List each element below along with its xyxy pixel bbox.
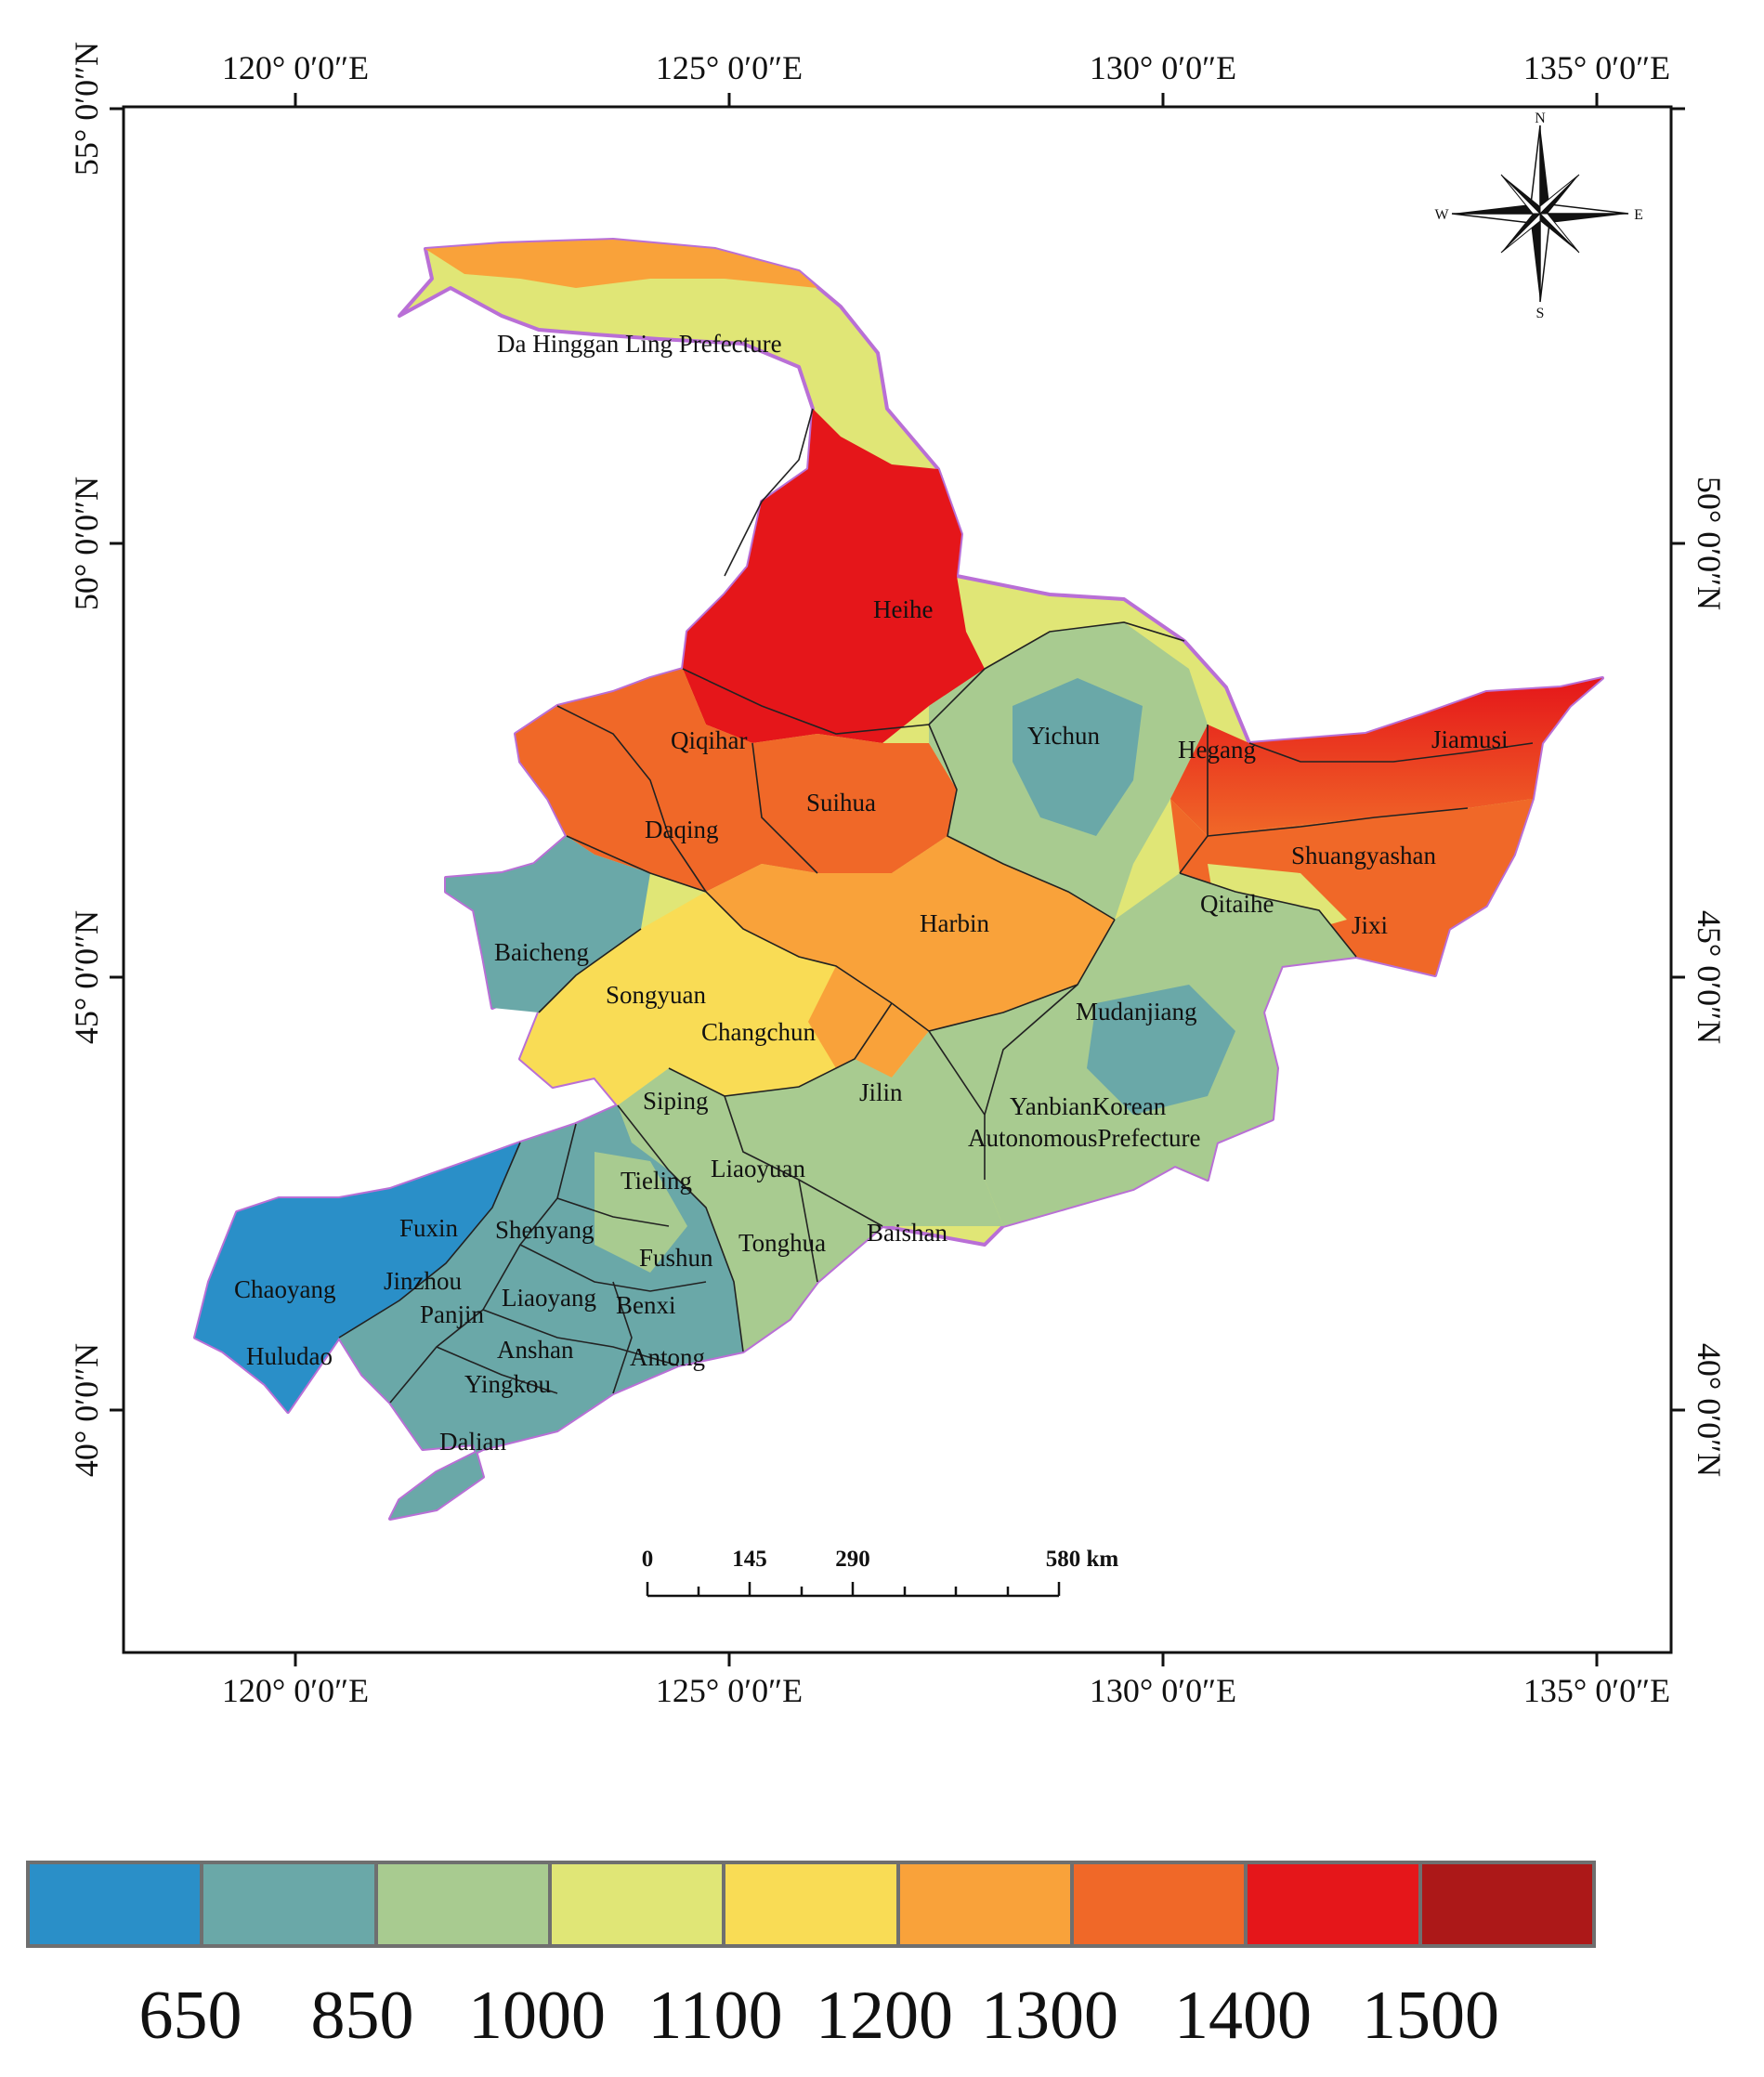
lat-label-right-50: 50° 0′0″N (1691, 477, 1728, 610)
scale-label: 145 (732, 1547, 767, 1572)
region-label: Baicheng (494, 938, 589, 966)
region-label: Dalian (439, 1428, 506, 1456)
region-label: Harbin (920, 909, 989, 937)
region-label: Yichun (1027, 722, 1100, 750)
compass-w: W (1434, 207, 1449, 223)
compass-s: S (1536, 306, 1545, 321)
region-label: Antong (630, 1343, 705, 1371)
region-label: Fushun (639, 1244, 713, 1272)
region-label: Panjin (420, 1300, 485, 1328)
region-label: Songyuan (606, 981, 707, 1009)
legend-label: 1300 (981, 1978, 1118, 2054)
legend-swatch (899, 1864, 1074, 1944)
lon-label-bottom-125: 125° 0′0″E (656, 1672, 803, 1709)
region-label: Mudanjiang (1076, 998, 1196, 1025)
legend-swatch (1073, 1864, 1248, 1944)
north-arrow-icon: N S E W (1434, 111, 1642, 321)
region-label: Shenyang (495, 1216, 594, 1244)
lat-label-left-45: 45° 0′0″N (68, 910, 105, 1044)
region-label: Chaoyang (234, 1275, 335, 1303)
region-label: Heihe (873, 595, 933, 623)
region-label: Daqing (645, 816, 718, 843)
lon-label-bottom-120: 120° 0′0″E (222, 1672, 369, 1709)
region-label: YanbianKorean (1010, 1092, 1167, 1120)
region-label: Baishan (867, 1219, 947, 1247)
legend-label: 1000 (468, 1978, 606, 2054)
map-figure: 120° 0′0″E 125° 0′0″E 130° 0′0″E 135° 0′… (68, 42, 1728, 1709)
legend-label: 1100 (647, 1978, 783, 2054)
region-label: Yingkou (464, 1370, 552, 1398)
compass-e: E (1634, 207, 1643, 223)
landmass (193, 238, 1604, 1521)
region-labels: Da Hinggan Ling Prefecture Heihe Qiqihar… (234, 330, 1509, 1456)
region-label: Siping (643, 1087, 709, 1115)
region-label: Fuxin (399, 1214, 459, 1242)
legend-swatch (725, 1864, 900, 1944)
region-label: Jinzhou (384, 1267, 462, 1295)
legend-label: 1500 (1362, 1978, 1499, 2054)
region-label: Hegang (1178, 736, 1256, 764)
region-label: Jixi (1352, 911, 1388, 939)
region-label: Shuangyashan (1291, 842, 1436, 869)
lon-label-top-125: 125° 0′0″E (656, 49, 803, 86)
region-label: Huludao (246, 1342, 333, 1370)
region-label: Suihua (806, 789, 876, 816)
lon-label-bottom-130: 130° 0′0″E (1090, 1672, 1236, 1709)
compass-n: N (1535, 111, 1546, 126)
legend-label: 650 (138, 1978, 242, 2054)
region-label: Liaoyang (502, 1284, 596, 1312)
scale-bar: 0 145 290 580 km (642, 1547, 1119, 1598)
legend-label: 1400 (1174, 1978, 1312, 2054)
region-label: Changchun (701, 1018, 816, 1046)
region-label: Qitaihe (1200, 890, 1274, 918)
lon-label-top-120: 120° 0′0″E (222, 49, 369, 86)
scale-label: 290 (835, 1547, 870, 1572)
legend-swatch (551, 1864, 726, 1944)
lon-label-top-130: 130° 0′0″E (1090, 49, 1236, 86)
legend-color-bar (26, 1861, 1596, 1948)
lat-label-left-50: 50° 0′0″N (68, 477, 105, 610)
prefecture-boundaries (338, 408, 1534, 1404)
legend-swatch (30, 1864, 204, 1944)
lat-label-left-40: 40° 0′0″N (68, 1343, 105, 1477)
lat-label-right-40: 40° 0′0″N (1691, 1343, 1728, 1477)
region-label: Jiamusi (1431, 725, 1509, 753)
legend-swatch (1248, 1864, 1422, 1944)
region-label: Da Hinggan Ling Prefecture (497, 330, 782, 358)
graticule-ticks (110, 93, 1685, 1666)
region-label: Jilin (859, 1078, 903, 1106)
lat-label-left-55: 55° 0′0″N (68, 42, 105, 176)
legend-swatch (203, 1864, 378, 1944)
region-label: Liaoyuan (711, 1155, 805, 1182)
region-label: Benxi (616, 1291, 676, 1319)
region-label: Tonghua (738, 1229, 826, 1257)
lon-label-top-135: 135° 0′0″E (1523, 49, 1670, 86)
region-label: Tieling (621, 1167, 692, 1195)
scale-label: 0 (642, 1547, 654, 1572)
legend-swatch (377, 1864, 552, 1944)
legend-swatch (1421, 1864, 1592, 1944)
lat-label-right-45: 45° 0′0″N (1691, 910, 1728, 1044)
lon-label-bottom-135: 135° 0′0″E (1523, 1672, 1670, 1709)
region-label: AutonomousPrefecture (968, 1124, 1200, 1152)
legend-label: 1200 (816, 1978, 953, 2054)
scale-label: 580 km (1046, 1547, 1119, 1572)
region-label: Anshan (497, 1336, 574, 1364)
region-label: Qiqihar (671, 726, 747, 754)
legend-label: 850 (310, 1978, 414, 2054)
